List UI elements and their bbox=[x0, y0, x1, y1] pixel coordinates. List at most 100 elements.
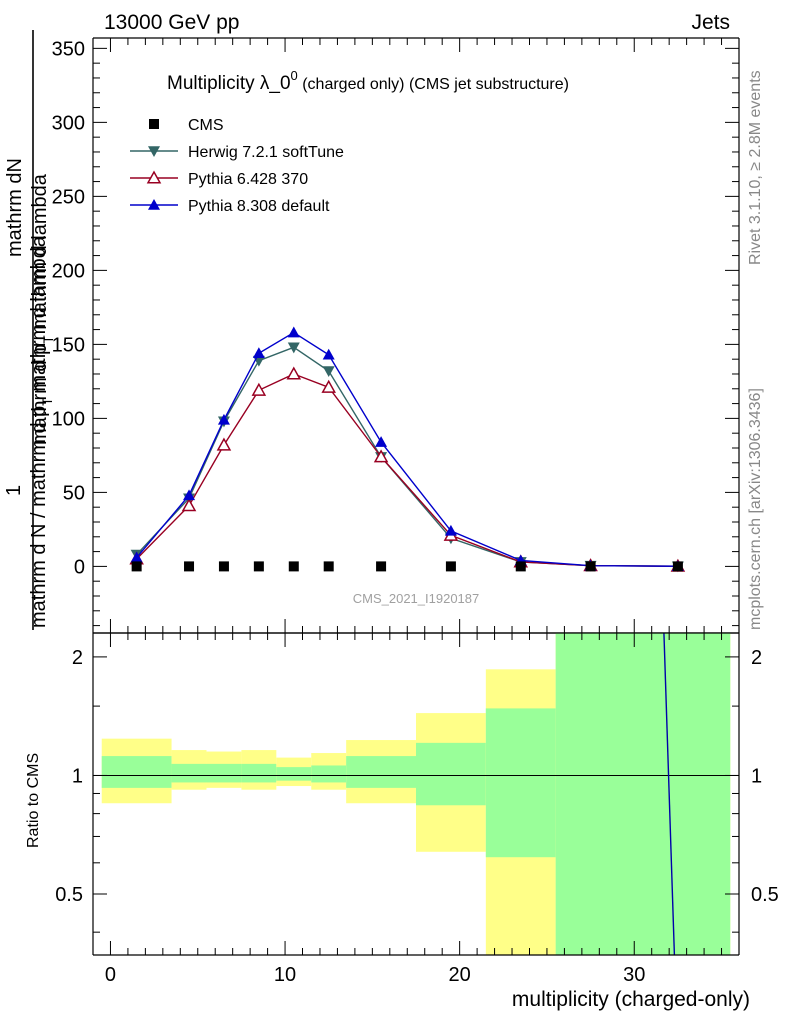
ratio-band-green bbox=[346, 756, 416, 788]
data-point bbox=[253, 561, 264, 572]
ratio-bands bbox=[101, 633, 731, 955]
data-point bbox=[288, 561, 299, 572]
ratio-ytick-label-left: 1 bbox=[72, 765, 83, 787]
series-line bbox=[136, 373, 678, 567]
data-point bbox=[251, 382, 267, 396]
main-y-axis-label: 1 mathrm dN mathrm d pT mathrm d lambda … bbox=[3, 30, 56, 630]
data-point bbox=[183, 489, 196, 501]
ratio-panel: 0.5 0.5 1 1 2 2 0 10 20 30 Ratio to CMS multipli… bbox=[25, 632, 779, 1011]
data-point bbox=[216, 437, 232, 451]
legend-marker bbox=[148, 146, 160, 157]
data-point bbox=[217, 413, 230, 425]
legend-label: Herwig 7.2.1 softTune bbox=[188, 144, 344, 161]
data-point bbox=[184, 561, 195, 572]
data-point bbox=[376, 561, 387, 572]
main-ytick-label: 100 bbox=[52, 408, 85, 430]
data-point bbox=[585, 561, 596, 572]
ratio-y-axis-label: Ratio to CMS bbox=[25, 753, 42, 848]
ratio-band-green bbox=[625, 633, 731, 955]
ylabel-dN: mathrm dN bbox=[4, 158, 26, 257]
data-point bbox=[322, 366, 335, 378]
main-ytick-label: 300 bbox=[52, 112, 85, 134]
legend: CMS Herwig 7.2.1 softTune Pythia 6.428 370… bbox=[130, 117, 344, 215]
ratio-band-green bbox=[241, 763, 277, 783]
legend-entry: CMS bbox=[149, 117, 224, 134]
main-ytick-label: 150 bbox=[52, 334, 85, 356]
data-point bbox=[321, 379, 336, 393]
ratio-mc-line bbox=[663, 632, 676, 956]
ratio-band-green bbox=[416, 742, 486, 806]
main-ytick-label: 0 bbox=[74, 556, 85, 578]
chart-title-main: Multiplicity λ_0 bbox=[167, 73, 291, 94]
data-point bbox=[375, 436, 388, 447]
main-x-ticks bbox=[92, 38, 723, 633]
main-y-ticks: 0 50 100 150 200 250 300 350 bbox=[52, 38, 739, 627]
main-ytick-label: 250 bbox=[52, 186, 85, 208]
ratio-ytick-label-right: 2 bbox=[751, 647, 762, 669]
chart-title: Multiplicity λ_00 (charged only) (CMS je… bbox=[167, 68, 569, 94]
legend-label: Pythia 6.428 370 bbox=[188, 171, 308, 188]
data-point bbox=[286, 366, 302, 380]
series-pythia-6-428-370 bbox=[129, 366, 686, 572]
ylabel-den-tail: mathrm d lambda bbox=[28, 235, 50, 397]
data-point bbox=[287, 342, 300, 354]
ratio-frame bbox=[92, 632, 740, 956]
ratio-band-green bbox=[311, 765, 347, 783]
ratio-band-green bbox=[206, 763, 242, 783]
legend-entry: Pythia 6.428 370 bbox=[130, 170, 308, 188]
data-point bbox=[444, 524, 457, 536]
data-point bbox=[218, 561, 229, 572]
legend-marker bbox=[149, 119, 159, 129]
legend-label: CMS bbox=[188, 117, 224, 134]
ylabel-dN-text: mathrm dN bbox=[4, 158, 26, 257]
legend-label: Pythia 8.308 default bbox=[188, 198, 330, 215]
series-herwig-7-2-1-softtune bbox=[130, 342, 684, 573]
data-point bbox=[287, 326, 300, 338]
xtick-label: 0 bbox=[105, 964, 116, 986]
ylabel-top-den-tail: mathrm d lambda bbox=[29, 173, 51, 335]
data-point bbox=[515, 561, 526, 572]
series-layer bbox=[129, 326, 686, 573]
data-point bbox=[672, 561, 683, 572]
analysis-watermark: CMS_2021_I1920187 bbox=[353, 591, 480, 606]
ylabel-den-main: mathrm d N / mathrm d p bbox=[28, 406, 50, 628]
data-point bbox=[130, 551, 143, 563]
ratio-band-green bbox=[555, 633, 626, 955]
data-point bbox=[445, 561, 456, 572]
main-ytick-label: 350 bbox=[52, 38, 85, 60]
ratio-ytick-label-left: 2 bbox=[72, 647, 83, 669]
ratio-band-green bbox=[276, 767, 312, 781]
main-ytick-label: 200 bbox=[52, 260, 85, 282]
data-point bbox=[131, 561, 142, 572]
ratio-band-green bbox=[171, 763, 207, 783]
legend-marker bbox=[146, 170, 162, 184]
ylabel-denominator: mathrm d N / mathrm d pT mathrm d lambda bbox=[28, 235, 55, 628]
data-point bbox=[323, 561, 334, 572]
xtick-label: 10 bbox=[274, 964, 296, 986]
ratio-ytick-label-right: 0.5 bbox=[751, 884, 779, 906]
legend-entry: Pythia 8.308 default bbox=[130, 198, 330, 215]
mcplots-label: mcplots.cern.ch [arXiv:1306.3436] bbox=[747, 388, 764, 630]
series-cms bbox=[131, 561, 683, 572]
ylabel-den-sub: T bbox=[39, 397, 55, 406]
main-panel: 0 50 100 150 200 250 300 350 Multiplicity λ_00 … bbox=[52, 37, 740, 634]
series-pythia-8-308-default bbox=[130, 326, 684, 572]
ratio-mc-lines bbox=[663, 632, 676, 956]
x-axis-label: multiplicity (charged-only) bbox=[512, 988, 750, 1011]
header-process: 13000 GeV pp bbox=[104, 11, 239, 34]
legend-marker bbox=[148, 199, 160, 210]
ratio-ytick-label-left: 0.5 bbox=[55, 884, 83, 906]
ylabel-numerator-one: 1 bbox=[3, 485, 25, 496]
chart-title-suffix: (charged only) (CMS jet substructure) bbox=[298, 76, 569, 93]
rivet-version-label: Rivet 3.1.10, ≥ 2.8M events bbox=[747, 70, 764, 265]
data-point bbox=[373, 449, 389, 463]
header-category: Jets bbox=[691, 11, 730, 34]
ratio-x-ticks: 0 10 20 30 bbox=[92, 633, 723, 986]
ratio-ytick-label-right: 1 bbox=[751, 765, 762, 787]
data-point bbox=[181, 498, 197, 512]
legend-entry: Herwig 7.2.1 softTune bbox=[130, 144, 344, 161]
xtick-label: 30 bbox=[623, 964, 645, 986]
ratio-band-green bbox=[485, 708, 556, 858]
main-ytick-label: 50 bbox=[63, 482, 85, 504]
